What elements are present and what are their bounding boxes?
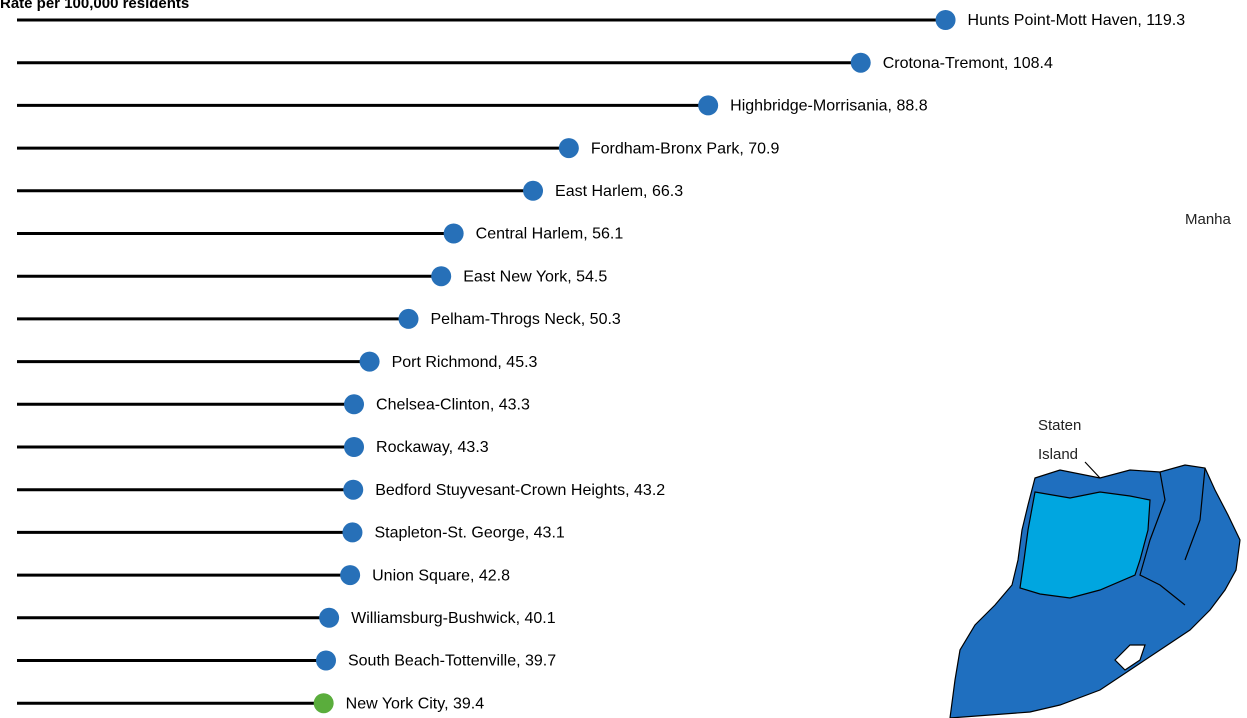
dot [398, 308, 419, 329]
data-label: Hunts Point-Mott Haven, 119.3 [968, 12, 1186, 29]
data-label: New York City, 39.4 [346, 695, 485, 712]
map-leader [1084, 461, 1101, 479]
data-label: Union Square, 42.8 [372, 567, 510, 584]
data-label: Rockaway, 43.3 [376, 439, 489, 456]
data-label: East Harlem, 66.3 [555, 183, 683, 200]
data-label: Stapleton-St. George, 43.1 [374, 525, 564, 542]
dot [443, 223, 464, 244]
dot [431, 266, 452, 287]
data-label: Fordham-Bronx Park, 70.9 [591, 140, 780, 157]
map-label: Staten [1038, 417, 1081, 434]
dot [315, 650, 336, 671]
data-label: Port Richmond, 45.3 [392, 354, 538, 371]
data-label: East New York, 54.5 [463, 268, 607, 285]
dot [935, 10, 956, 30]
map-label: Manha [1185, 211, 1232, 228]
chart-title: Rate per 100,000 residents [0, 0, 189, 12]
map-border [1139, 467, 1206, 606]
dot [343, 479, 364, 500]
dot [342, 522, 363, 543]
data-label: Bedford Stuyvesant-Crown Heights, 43.2 [375, 482, 665, 499]
map [949, 461, 1241, 718]
dot [523, 180, 544, 201]
data-label: Williamsburg-Bushwick, 40.1 [351, 610, 556, 627]
dot [313, 693, 334, 714]
map-region-highlight [1019, 491, 1151, 599]
data-label: South Beach-Tottenville, 39.7 [348, 653, 556, 670]
data-label: Highbridge-Morrisania, 88.8 [730, 98, 928, 115]
dot [359, 351, 380, 372]
dot [558, 138, 579, 159]
map-lake [1114, 644, 1146, 671]
data-label: Central Harlem, 56.1 [476, 226, 624, 243]
dot [340, 565, 361, 586]
dot [850, 52, 871, 73]
dot [698, 95, 719, 116]
data-label: Crotona-Tremont, 108.4 [883, 55, 1053, 72]
map-label: Island [1038, 446, 1078, 463]
dot [319, 607, 340, 628]
data-label: Pelham-Throgs Neck, 50.3 [431, 311, 621, 328]
data-label: Chelsea-Clinton, 43.3 [376, 397, 530, 414]
dot [344, 394, 365, 415]
dot [344, 437, 365, 457]
